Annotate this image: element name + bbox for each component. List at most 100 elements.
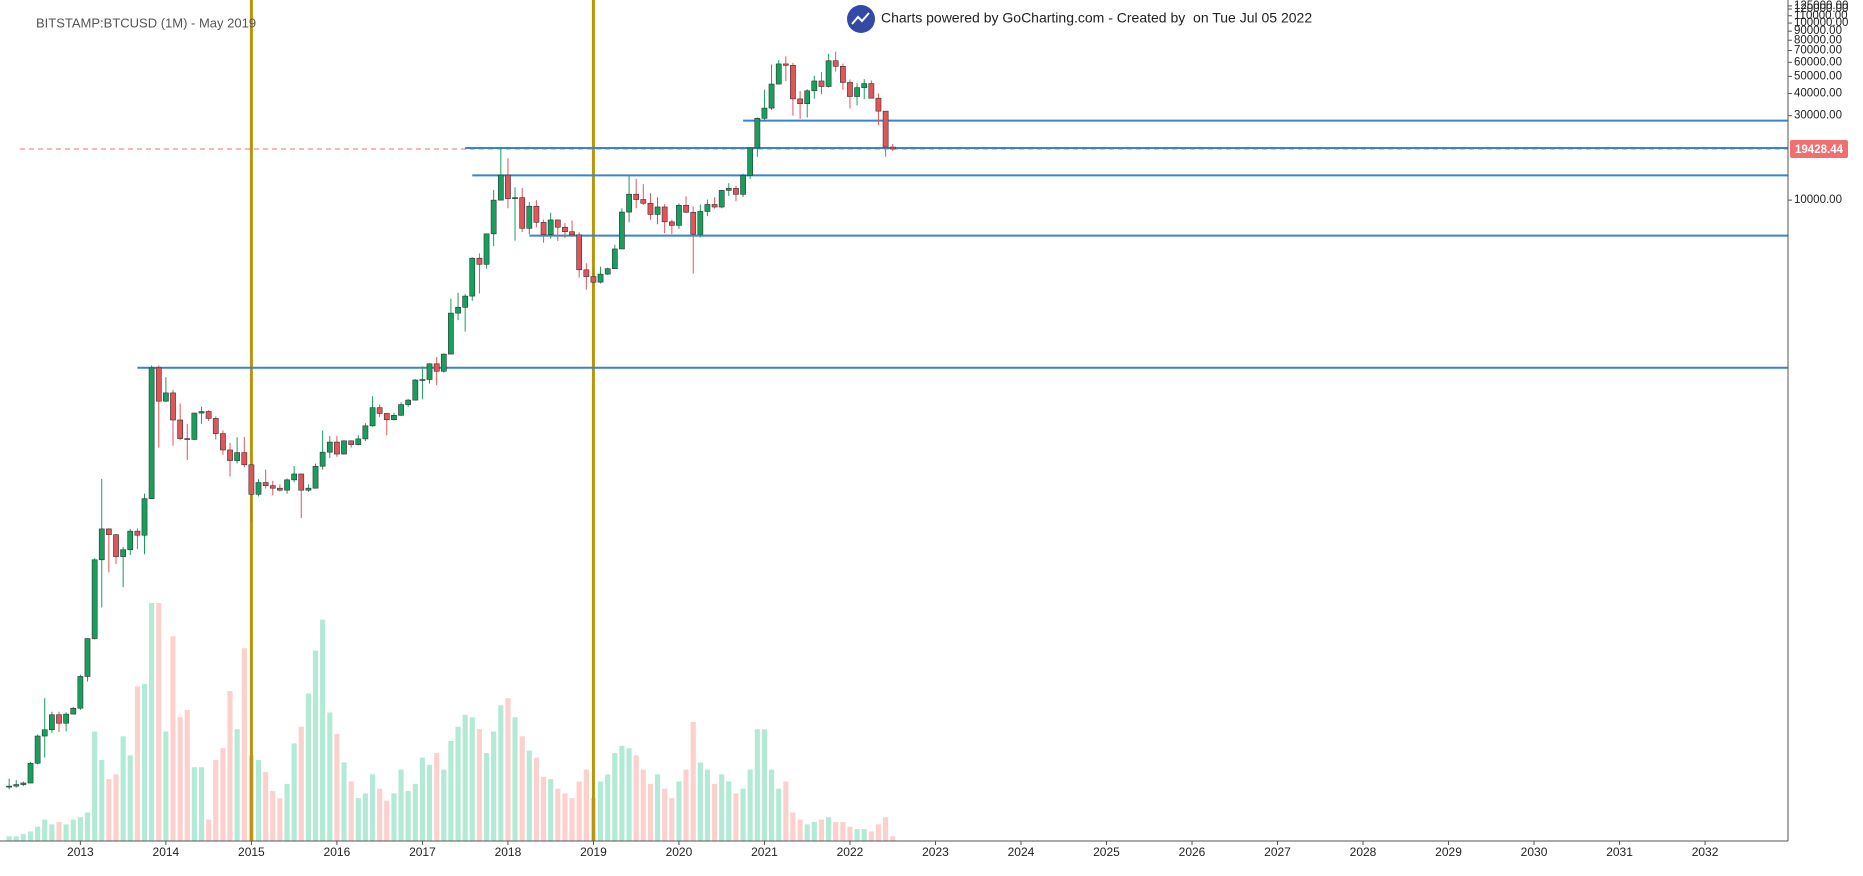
candle-body xyxy=(583,269,590,277)
candle-body xyxy=(49,714,55,731)
volume-bar xyxy=(312,650,319,841)
x-tick-label: 2018 xyxy=(495,845,522,859)
candle-body xyxy=(212,418,219,434)
volume-bar xyxy=(455,726,461,841)
y-tick-label: 50000.00 xyxy=(1794,70,1842,82)
y-tick-label: 80000.00 xyxy=(1794,34,1842,46)
volume-bar xyxy=(277,798,283,841)
candle-body xyxy=(298,473,305,491)
x-tick-label: 2028 xyxy=(1350,845,1377,859)
candle-body xyxy=(77,676,84,709)
candle-body xyxy=(754,117,761,149)
price-label: 19428.44 xyxy=(1795,144,1844,156)
volume-bar xyxy=(854,829,860,841)
candle-body xyxy=(170,392,176,421)
volume-bar xyxy=(441,769,447,841)
volume-bar xyxy=(583,769,589,841)
candle-body xyxy=(91,559,98,639)
candle-body xyxy=(27,762,34,784)
volume-bar xyxy=(63,824,69,841)
candle-body xyxy=(476,257,483,265)
candle-body xyxy=(284,479,290,491)
y-tick-label: 40000.00 xyxy=(1794,88,1842,100)
volume-bar xyxy=(697,762,703,841)
x-tick-label: 2013 xyxy=(67,845,94,859)
volume-bar xyxy=(92,731,98,841)
volume-bar xyxy=(726,781,732,841)
candle-body xyxy=(205,411,212,419)
x-tick-label: 2025 xyxy=(1093,845,1120,859)
logo-icon xyxy=(851,12,870,25)
candle-body xyxy=(654,206,661,215)
volume-bar xyxy=(683,769,689,841)
candle-body xyxy=(733,188,739,195)
candle-body xyxy=(113,534,119,557)
candle-body xyxy=(804,90,811,105)
candle-body xyxy=(818,80,825,87)
volume-bar xyxy=(491,731,497,841)
candle-body xyxy=(725,188,732,191)
volume-bar xyxy=(526,750,532,841)
volume-bar xyxy=(434,752,440,841)
candle-body xyxy=(6,785,13,788)
volume-bar xyxy=(747,769,753,841)
candle-body xyxy=(505,174,511,199)
candle-body xyxy=(391,415,397,421)
candle-body xyxy=(554,219,561,228)
candle-body xyxy=(319,451,326,467)
candle-body xyxy=(483,233,490,265)
candle-body xyxy=(782,63,789,66)
volume-bar xyxy=(647,783,654,841)
volume-bar xyxy=(141,683,148,841)
volume-bar xyxy=(77,817,83,841)
candle-body xyxy=(355,438,362,445)
y-tick-label: 120000.00 xyxy=(1794,3,1848,15)
candle-body xyxy=(369,407,376,427)
volume-bar xyxy=(626,748,632,841)
x-tick-label: 2027 xyxy=(1264,845,1291,859)
volume-bar xyxy=(469,717,475,841)
candle-body xyxy=(120,549,126,557)
volume-bar xyxy=(206,819,212,841)
y-tick-label: 125000.00 xyxy=(1794,0,1848,12)
candle-body xyxy=(362,425,369,440)
candle-body xyxy=(448,312,454,355)
volume-bar xyxy=(533,757,539,841)
candle-body xyxy=(255,482,262,495)
x-tick-label: 2014 xyxy=(153,845,180,859)
volume-bar xyxy=(505,698,511,841)
candle-body xyxy=(305,487,312,491)
volume-bar xyxy=(462,714,468,841)
candle-body xyxy=(562,226,568,233)
candle-body xyxy=(262,482,269,486)
volume-bar xyxy=(334,733,340,841)
volume-bar xyxy=(163,731,169,841)
volume-bar xyxy=(369,774,376,841)
candle-body xyxy=(619,211,625,250)
candle-body xyxy=(640,199,647,204)
candle-body xyxy=(398,404,404,416)
candle-body xyxy=(462,295,469,308)
volume-bar xyxy=(170,636,176,841)
volume-bar xyxy=(826,817,832,841)
volume-bar xyxy=(298,726,304,841)
volume-bar xyxy=(284,783,290,841)
candle-body xyxy=(134,530,141,536)
candle-body xyxy=(647,202,654,215)
candle-body xyxy=(740,175,746,195)
candle-body xyxy=(84,638,91,677)
x-tick-label: 2021 xyxy=(751,845,778,859)
volume-bar xyxy=(761,729,768,841)
y-tick-label: 100000.00 xyxy=(1794,17,1848,29)
volume-bar xyxy=(35,826,41,841)
volume-bar xyxy=(512,717,518,841)
y-tick-label: 60000.00 xyxy=(1794,56,1842,68)
candle-body xyxy=(184,438,191,440)
candle-body xyxy=(661,206,668,223)
y-tick-label: 10000.00 xyxy=(1794,194,1842,206)
candle-body xyxy=(433,363,440,372)
axis-layer: 125000.00120000.00110000.00100000.009000… xyxy=(0,0,1848,859)
candle-body xyxy=(412,379,419,401)
